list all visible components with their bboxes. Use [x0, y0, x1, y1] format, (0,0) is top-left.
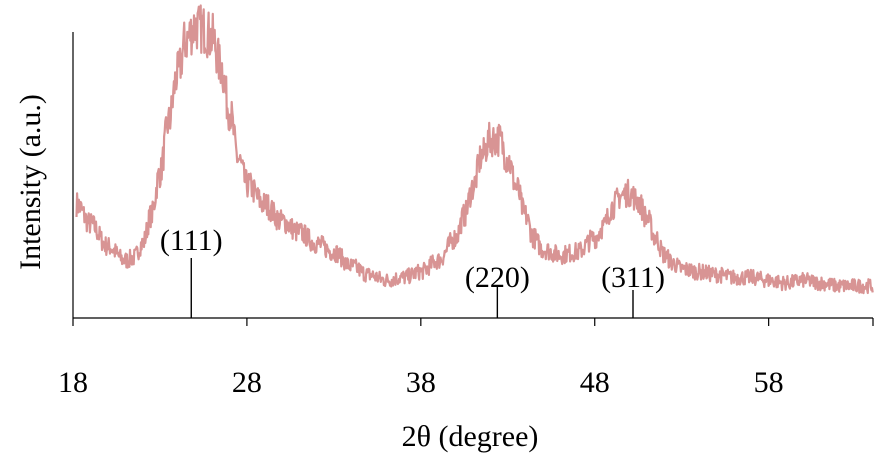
peak-label: (111) [160, 224, 223, 257]
series-line [75, 4, 874, 295]
x-tick-label: 48 [580, 366, 610, 399]
y-axis-label: Intensity (a.u.) [14, 94, 47, 270]
x-tick-label: 38 [406, 366, 436, 399]
x-tick-label: 58 [754, 366, 784, 399]
x-axis-label: 2θ (degree) [402, 420, 539, 453]
peak-annotations: (111) (220) (311) [160, 224, 665, 318]
x-tick-label: 18 [58, 366, 88, 399]
peak-label: (220) [465, 261, 530, 294]
plot-area [75, 4, 874, 295]
x-tick-label: 28 [232, 366, 262, 399]
x-ticks: 18 28 38 48 58 [58, 318, 874, 399]
peak-label: (311) [601, 261, 665, 294]
